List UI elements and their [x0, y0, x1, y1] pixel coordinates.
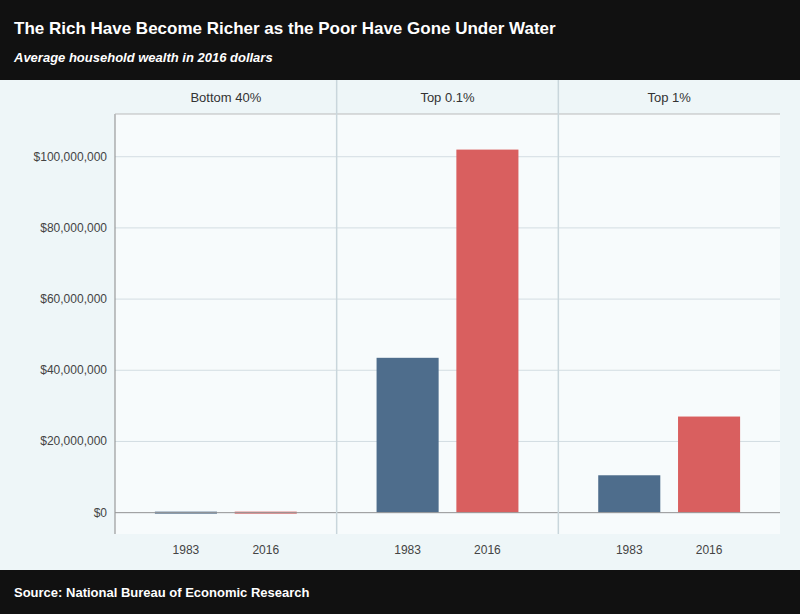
y-tick-label: $80,000,000	[40, 221, 107, 235]
title: The Rich Have Become Richer as the Poor …	[14, 19, 556, 38]
bar	[377, 358, 439, 513]
source-band	[0, 570, 800, 614]
group-label: Bottom 40%	[190, 90, 261, 105]
title-band	[0, 0, 800, 80]
bar	[598, 475, 660, 512]
x-tick-label: 2016	[474, 543, 501, 557]
y-tick-label: $0	[94, 506, 108, 520]
plot-area	[115, 114, 780, 534]
zero-line	[115, 512, 780, 513]
grid-line	[115, 299, 780, 300]
y-axis-line	[115, 114, 116, 534]
group-divider	[558, 80, 560, 534]
y-tick-label: $100,000,000	[34, 150, 108, 164]
bars	[155, 150, 740, 514]
subtitle: Average household wealth in 2016 dollars	[13, 50, 273, 65]
grid-line	[115, 370, 780, 371]
x-tick-label: 2016	[696, 543, 723, 557]
grid-line	[115, 156, 780, 157]
x-tick-label: 1983	[173, 543, 200, 557]
y-tick-label: $40,000,000	[40, 363, 107, 377]
y-tick-label: $20,000,000	[40, 434, 107, 448]
source: Source: National Bureau of Economic Rese…	[14, 585, 310, 600]
grid-line	[115, 512, 780, 513]
group-divider	[336, 80, 338, 534]
background	[0, 0, 800, 614]
chart: $0 $20,000,000 $40,000,000 $60,000,000 $80,0…	[0, 0, 800, 614]
x-tick-label: 1983	[394, 543, 421, 557]
header-separator	[115, 114, 780, 115]
group-label: Top 0.1%	[420, 90, 475, 105]
x-tick-label: 2016	[252, 543, 279, 557]
bar	[456, 150, 518, 513]
bar	[678, 417, 740, 513]
x-tick-label: 1983	[616, 543, 643, 557]
y-tick-label: $60,000,000	[40, 292, 107, 306]
grid-line	[115, 227, 780, 228]
group-label: Top 1%	[647, 90, 691, 105]
